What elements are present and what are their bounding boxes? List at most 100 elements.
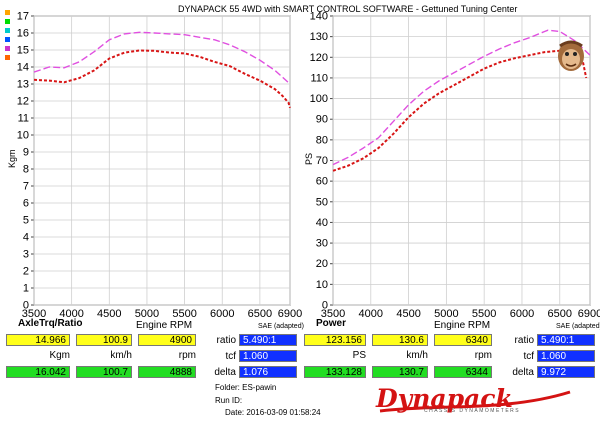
torque-ytick-label: 1	[23, 283, 29, 295]
torque-xtick-label: 6900	[278, 308, 302, 320]
logo-swoosh-icon	[379, 390, 571, 413]
power-xtick-label: 6500	[548, 308, 572, 320]
torque-sae-label: SAE (adapted)	[258, 323, 304, 330]
torque-series-line-run2	[33, 31, 291, 85]
power-sae-label: SAE (adapted)	[556, 323, 600, 330]
power-chart-title: Power	[316, 318, 347, 329]
power-unit: PS	[352, 350, 366, 361]
dynapack-logo: Dynapack CHASSIS DYNAMOMETERS	[376, 386, 572, 416]
power-ytick-label: 0	[322, 300, 328, 312]
power-xtick-label: 5000	[434, 308, 458, 320]
power-peak-value: 123.156	[304, 334, 366, 346]
torque-peak-rpm: 4900	[138, 334, 196, 346]
torque-delta-label: delta	[214, 367, 236, 378]
torque-xtick-label: 4000	[59, 308, 83, 320]
torque-peak-value: 14.966	[6, 334, 70, 346]
power-ytick-label: 70	[316, 155, 328, 167]
power-ytick-label: 100	[310, 93, 328, 105]
run-color-swatch	[5, 55, 10, 60]
torque-peak-value-2: 16.042	[6, 366, 70, 378]
power-ytick-label: 80	[316, 134, 328, 146]
torque-ratio-label: ratio	[216, 335, 236, 346]
torque-peak-speed-2: 100.7	[76, 366, 132, 378]
torque-ytick-label: 15	[17, 45, 29, 57]
power-xtick-label: 3500	[321, 308, 345, 320]
torque-peak-rpm-2: 4888	[138, 366, 196, 378]
torque-xtick-label: 5500	[172, 308, 196, 320]
power-ratio-value: 5.490:1	[537, 334, 595, 346]
torque-ytick-label: 17	[17, 11, 29, 23]
torque-xtick-label: 4500	[97, 308, 121, 320]
run-color-swatch	[5, 10, 10, 15]
torque-xlabel: Engine RPM	[136, 320, 193, 331]
power-ytick-label: 10	[316, 279, 328, 291]
torque-ytick-label: 3	[23, 249, 29, 261]
power-ytick-label: 120	[310, 52, 328, 64]
torque-xtick-label: 5000	[135, 308, 159, 320]
power-xtick-label: 5500	[472, 308, 496, 320]
power-rpm-unit: rpm	[474, 350, 492, 361]
power-xtick-label: 6900	[578, 308, 600, 320]
power-ytick-label: 140	[310, 11, 328, 23]
torque-tcf-value: 1.060	[239, 350, 297, 362]
torque-ytick-label: 16	[17, 28, 29, 40]
power-ytick-label: 20	[316, 258, 328, 270]
torque-delta-value: 1.076	[239, 366, 297, 378]
torque-ytick-label: 12	[17, 96, 29, 108]
power-peak-rpm: 6340	[434, 334, 492, 346]
power-ytick-label: 40	[316, 217, 328, 229]
power-xtick-label: 6000	[510, 308, 534, 320]
torque-chart-title: AxleTrq/Ratio	[18, 318, 83, 329]
torque-peak-speed: 100.9	[76, 334, 132, 346]
power-xlabel: Engine RPM	[434, 320, 491, 331]
torque-unit: Kgm	[49, 350, 70, 361]
logo-wordmark: Dynapack	[376, 384, 513, 413]
logo-subtext: CHASSIS DYNAMOMETERS	[424, 408, 521, 414]
torque-ytick-label: 8	[23, 164, 29, 176]
torque-ytick-label: 7	[23, 181, 29, 193]
power-peak-value-2: 133.128	[304, 366, 366, 378]
torque-rpm-unit: rpm	[178, 350, 196, 361]
torque-tcf-label: tcf	[225, 351, 236, 362]
torque-speed-unit: km/h	[110, 350, 132, 361]
torque-ytick-label: 9	[23, 147, 29, 159]
torque-ytick-label: 5	[23, 215, 29, 227]
footer-date: Date: 2016-03-09 01:58:24	[225, 408, 321, 417]
monkey-mascot-icon	[558, 40, 584, 71]
torque-ytick-label: 10	[17, 130, 29, 142]
torque-ylabel: Kgm	[7, 149, 17, 168]
power-ytick-label: 110	[310, 72, 328, 84]
torque-ytick-label: 0	[23, 300, 29, 312]
power-ytick-label: 30	[316, 238, 328, 250]
power-ytick-label: 90	[316, 114, 328, 126]
torque-plot-frame	[33, 15, 291, 306]
power-ytick-label: 130	[310, 31, 328, 43]
torque-ytick-label: 11	[18, 113, 29, 125]
power-xtick-label: 4000	[359, 308, 383, 320]
run-color-swatch	[5, 46, 10, 51]
power-tcf-value: 1.060	[537, 350, 595, 362]
power-ylabel: PS	[304, 152, 314, 165]
torque-ytick-label: 14	[17, 62, 29, 74]
power-ytick-label: 60	[316, 176, 328, 188]
torque-ytick-label: 6	[23, 198, 29, 210]
run-color-swatch	[5, 28, 10, 33]
power-delta-value: 9.972	[537, 366, 595, 378]
power-tcf-label: tcf	[523, 351, 534, 362]
power-ratio-label: ratio	[514, 335, 534, 346]
power-peak-speed: 130.6	[372, 334, 428, 346]
power-peak-rpm-2: 6344	[434, 366, 492, 378]
torque-ytick-label: 13	[17, 79, 29, 91]
torque-ratio-value: 5.490:1	[239, 334, 297, 346]
footer-run-id: Run ID:	[215, 396, 243, 405]
power-speed-unit: km/h	[406, 350, 428, 361]
torque-xtick-label: 6500	[248, 308, 272, 320]
chart-title: DYNAPACK 55 4WD with SMART CONTROL SOFTW…	[178, 4, 518, 14]
torque-xtick-label: 3500	[22, 308, 46, 320]
run-color-swatch	[5, 19, 10, 24]
footer-folder: Folder: ES-pawin	[215, 383, 277, 392]
torque-ytick-label: 4	[23, 232, 29, 244]
run-color-swatch	[5, 37, 10, 42]
power-peak-speed-2: 130.7	[372, 366, 428, 378]
